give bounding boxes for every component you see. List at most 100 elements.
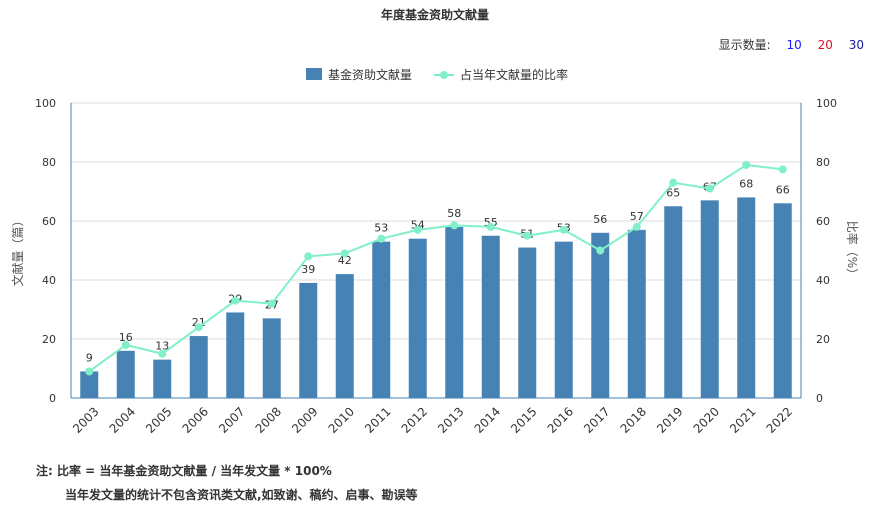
bar-value-label: 65 — [666, 186, 680, 199]
bar-value-label: 68 — [739, 177, 753, 190]
x-tick-label: 2011 — [362, 404, 393, 435]
ratio-point — [632, 222, 641, 231]
ratio-point — [194, 323, 203, 332]
ratio-point — [377, 234, 386, 243]
display-count-option-30[interactable]: 30 — [848, 38, 864, 52]
x-tick-label: 2022 — [764, 404, 795, 435]
bar-value-label: 13 — [155, 340, 169, 353]
bar-value-label: 56 — [593, 213, 607, 226]
bar — [700, 200, 719, 398]
legend-label-line: 占当年文献量的比率 — [460, 67, 568, 82]
x-tick-label: 2003 — [70, 404, 101, 435]
y-left-tick-label: 100 — [35, 97, 56, 110]
ratio-point — [742, 160, 751, 169]
bar — [445, 226, 464, 398]
display-count-option-10[interactable]: 10 — [786, 38, 802, 52]
y-left-axis-title: 文献量（篇） — [10, 214, 25, 286]
x-tick-label: 2005 — [143, 404, 174, 435]
y-right-tick-label: 0 — [816, 392, 823, 405]
bar — [226, 312, 245, 398]
x-tick-label: 2015 — [508, 404, 539, 435]
bar — [262, 318, 281, 398]
bar-value-label: 39 — [301, 263, 315, 276]
x-tick-label: 2016 — [545, 404, 576, 435]
x-tick-label: 2017 — [581, 404, 612, 435]
ratio-point — [669, 178, 678, 187]
y-left-tick-label: 40 — [42, 274, 56, 287]
ratio-point — [85, 367, 94, 376]
x-tick-label: 2010 — [326, 404, 357, 435]
bar — [773, 203, 792, 398]
bar-value-label: 16 — [119, 331, 133, 344]
x-tick-label: 2021 — [727, 404, 758, 435]
bar — [153, 359, 172, 398]
x-tick-label: 2018 — [618, 404, 649, 435]
ratio-point — [231, 296, 240, 305]
y-right-tick-label: 40 — [816, 274, 830, 287]
bar-value-label: 58 — [447, 207, 461, 220]
bar — [80, 371, 99, 398]
bar-value-label: 66 — [776, 183, 790, 196]
ratio-point — [559, 225, 568, 234]
bar-value-label: 42 — [338, 254, 352, 267]
ratio-line — [88, 163, 783, 373]
y-left-tick-label: 80 — [42, 156, 56, 169]
chart-title: 年度基金资助文献量 — [380, 8, 489, 22]
ratio-point — [304, 252, 313, 261]
display-count-option-20[interactable]: 20 — [817, 38, 833, 52]
ratio-point — [778, 165, 787, 174]
bar — [554, 241, 573, 398]
bar — [408, 238, 427, 398]
y-right-tick-label: 60 — [816, 215, 830, 228]
ratio-point — [121, 340, 130, 349]
x-tick-label: 2020 — [691, 404, 722, 435]
x-tick-label: 2004 — [107, 404, 138, 435]
x-tick-label: 2013 — [435, 404, 466, 435]
bar — [299, 282, 318, 398]
bar-value-label: 57 — [630, 210, 644, 223]
x-tick-label: 2009 — [289, 404, 320, 435]
y-right-axis-title: 比率（%） — [845, 221, 860, 280]
y-right-tick-label: 100 — [816, 97, 837, 110]
bar-value-label: 53 — [374, 222, 388, 235]
bar — [591, 232, 610, 398]
bar — [627, 229, 646, 398]
footnote: 注: 比率 = 当年基金资助文献量 / 当年发文量 * 100% 当年发文量的统… — [36, 459, 418, 507]
y-left-tick-label: 0 — [49, 392, 56, 405]
x-tick-label: 2019 — [654, 404, 685, 435]
ratio-point — [450, 221, 459, 230]
bar-value-label: 9 — [86, 351, 93, 364]
ratio-point — [523, 231, 532, 240]
bar — [189, 336, 208, 398]
display-count-selector: 显示数量: 10 20 30 — [719, 36, 864, 53]
x-tick-label: 2007 — [216, 404, 247, 435]
ratio-point — [705, 184, 714, 193]
y-left-tick-label: 20 — [42, 333, 56, 346]
x-tick-label: 2012 — [399, 404, 430, 435]
bar — [335, 274, 354, 398]
x-tick-label: 2008 — [253, 404, 284, 435]
ratio-point — [340, 249, 349, 258]
ratio-point — [158, 349, 167, 358]
bar — [372, 241, 391, 398]
bar — [116, 350, 135, 398]
legend-swatch-line-marker — [440, 71, 448, 79]
ratio-point — [486, 222, 495, 231]
display-count-label: 显示数量: — [718, 38, 771, 52]
bar — [737, 197, 756, 398]
ratio-point — [413, 225, 422, 234]
bar — [481, 235, 500, 398]
ratio-point — [596, 246, 605, 255]
x-tick-label: 2006 — [180, 404, 211, 435]
ratio-point — [267, 299, 276, 308]
y-left-tick-label: 60 — [42, 215, 56, 228]
y-right-tick-label: 20 — [816, 333, 830, 346]
footnote-line-2: 当年发文量的统计不包含资讯类文献,如致谢、稿约、启事、勘误等 — [65, 488, 418, 502]
footnote-line-1: 注: 比率 = 当年基金资助文献量 / 当年发文量 * 100% — [36, 464, 332, 478]
x-tick-label: 2014 — [472, 404, 503, 435]
legend-swatch-bar — [306, 68, 322, 80]
y-right-tick-label: 80 — [816, 156, 830, 169]
bar — [664, 206, 683, 398]
bar — [518, 247, 537, 398]
